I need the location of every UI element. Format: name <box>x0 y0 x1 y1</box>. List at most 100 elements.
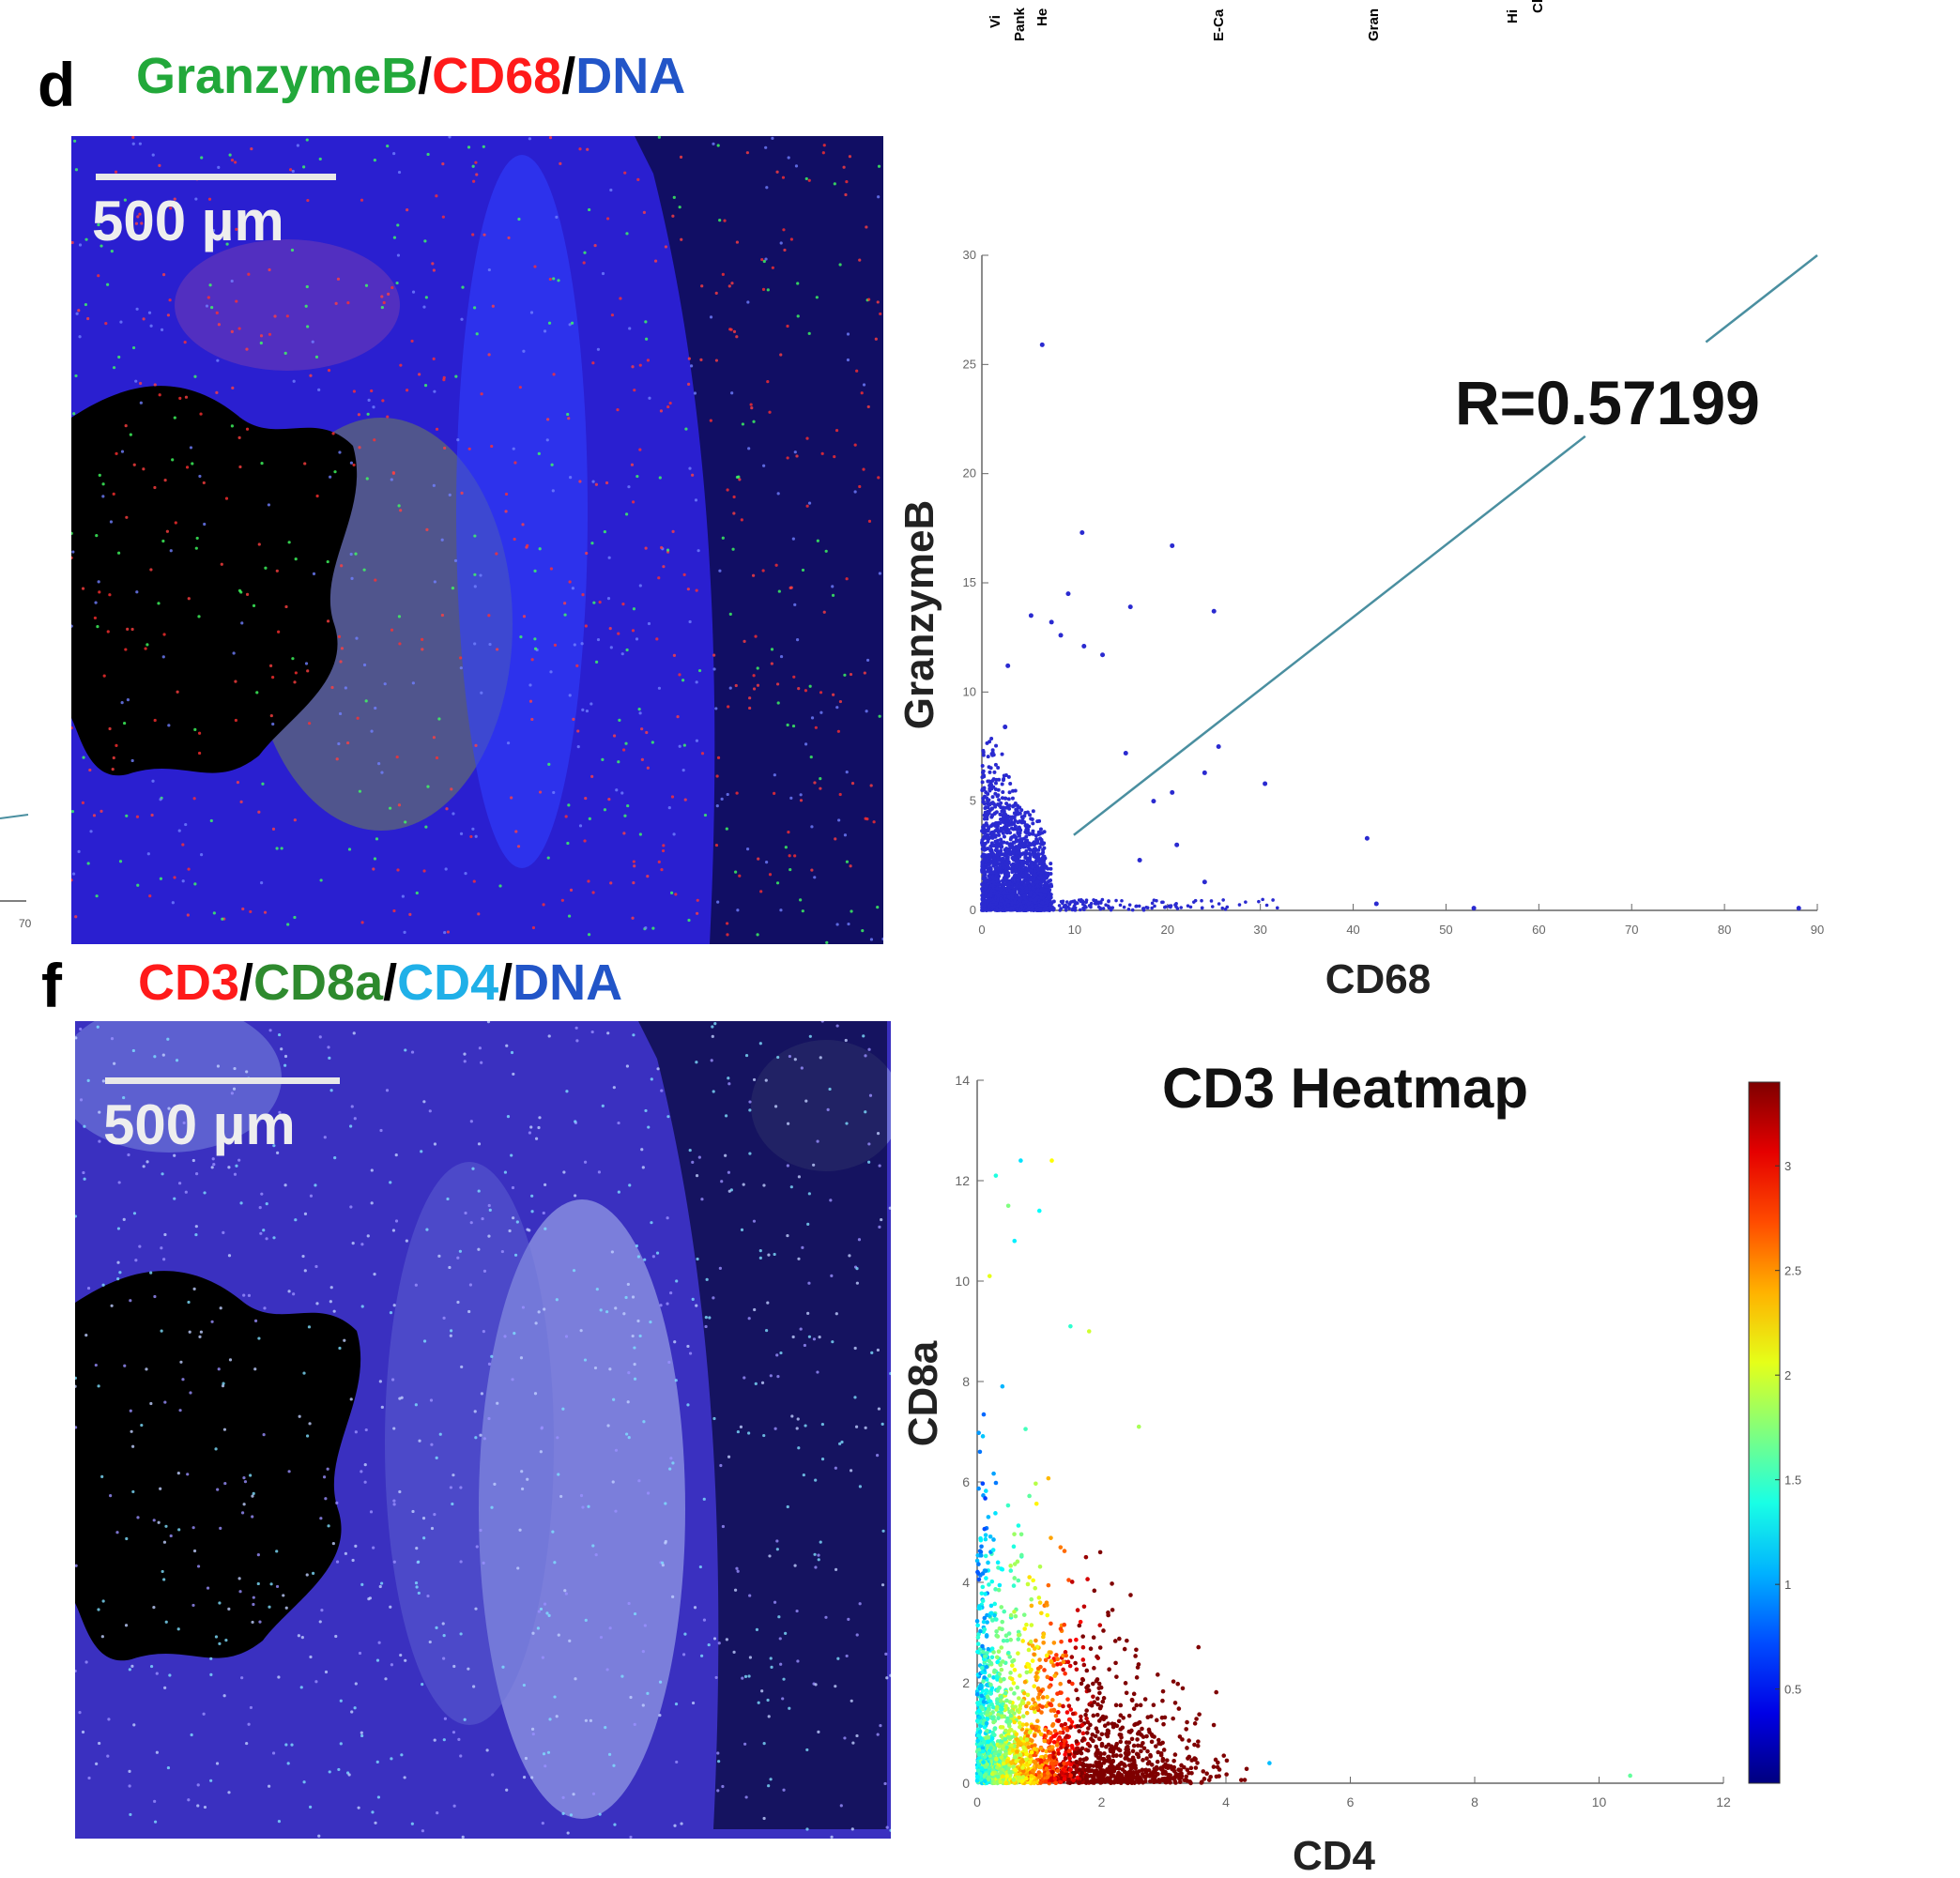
tissue-signal <box>290 248 295 252</box>
tissue-signal <box>638 711 642 715</box>
data-point <box>1013 904 1017 908</box>
tissue-signal <box>617 760 620 764</box>
data-point <box>1025 862 1030 866</box>
data-point <box>1041 902 1045 906</box>
x-tick-label: 6 <box>1347 1794 1355 1809</box>
tissue-signal <box>542 903 545 907</box>
tissue-signal <box>373 857 377 861</box>
data-point <box>1237 903 1242 907</box>
tissue-signal <box>150 813 154 817</box>
tissue-signal <box>732 511 736 515</box>
tissue-signal <box>374 706 377 710</box>
tissue-signal <box>194 197 198 201</box>
data-point <box>1150 901 1155 906</box>
data-point <box>1011 1681 1017 1686</box>
tissue-signal <box>786 456 789 460</box>
tissue-signal <box>630 463 635 466</box>
tissue-signal <box>691 473 695 477</box>
tissue-signal <box>862 383 866 387</box>
data-point <box>1137 904 1141 908</box>
tissue-signal <box>696 898 699 902</box>
data-point <box>982 844 987 848</box>
data-point <box>1039 342 1045 347</box>
tissue-signal <box>555 215 559 219</box>
tissue-signal <box>433 580 436 584</box>
data-point <box>1015 907 1019 911</box>
tissue-signal <box>392 151 396 156</box>
data-point <box>986 834 990 839</box>
tissue-signal <box>808 684 812 688</box>
tissue-signal <box>424 825 428 829</box>
x-tick-label: 10 <box>1068 923 1081 937</box>
data-point <box>993 823 998 828</box>
data-point <box>990 795 995 800</box>
tissue-signal <box>585 709 590 713</box>
data-point <box>1065 1697 1070 1702</box>
tissue-signal <box>793 603 797 606</box>
data-point <box>1034 833 1038 838</box>
x-tick-label: 30 <box>1253 923 1266 937</box>
tissue-signal <box>712 667 716 671</box>
tissue-signal <box>268 332 272 336</box>
tissue-signal <box>712 142 715 145</box>
tissue-signal <box>311 340 314 344</box>
tissue-signal <box>546 418 550 421</box>
data-point <box>986 827 990 832</box>
tissue-signal <box>474 834 478 838</box>
data-point <box>988 848 993 853</box>
data-point <box>991 777 996 782</box>
data-point <box>1021 1612 1027 1617</box>
data-point <box>988 844 993 848</box>
data-point <box>989 1579 995 1584</box>
x-axis-label: CD68 <box>1325 956 1432 1002</box>
data-point <box>1007 803 1012 808</box>
data-point <box>1261 897 1264 902</box>
tissue-signal <box>504 492 509 496</box>
tissue-signal <box>181 879 185 883</box>
data-point <box>990 884 995 889</box>
tissue-signal <box>847 922 850 926</box>
data-point <box>1122 905 1126 909</box>
data-point <box>1023 904 1028 908</box>
tissue-signal <box>745 151 749 155</box>
data-point <box>988 802 993 806</box>
title-part: DNA <box>513 954 623 1011</box>
data-point <box>986 755 990 759</box>
y-tick-label: 10 <box>963 684 976 698</box>
tissue-signal <box>211 228 216 233</box>
tissue-signal <box>132 463 136 466</box>
data-point <box>990 835 995 840</box>
data-point <box>983 814 988 818</box>
data-point <box>1002 865 1006 870</box>
tissue-signal <box>425 527 429 531</box>
data-point <box>1065 591 1071 597</box>
data-point <box>981 796 986 801</box>
data-point <box>1202 879 1207 885</box>
data-point <box>1796 906 1801 911</box>
data-point <box>1001 778 1005 783</box>
tissue-signal <box>153 383 157 387</box>
data-point <box>1099 1732 1105 1737</box>
tissue-dark-region <box>635 136 883 944</box>
data-point <box>1034 906 1039 910</box>
data-point <box>995 908 999 912</box>
x-tick-label: 20 <box>1161 923 1174 937</box>
data-point <box>1014 839 1018 844</box>
tissue-signal <box>490 444 494 449</box>
data-point <box>1008 1687 1014 1691</box>
tissue-signal <box>703 813 708 817</box>
data-point <box>1010 796 1015 801</box>
y-tick-label: 30 <box>963 248 976 262</box>
data-point <box>1112 1639 1118 1643</box>
data-point <box>1019 885 1024 890</box>
data-point <box>1005 898 1009 903</box>
tissue-signal <box>687 918 691 923</box>
data-point <box>987 1673 992 1678</box>
data-point <box>993 869 998 874</box>
tissue-signal <box>230 159 235 162</box>
data-point <box>1002 840 1006 845</box>
tissue-signal <box>834 837 837 841</box>
data-point <box>1000 827 1004 832</box>
data-point <box>990 813 995 817</box>
tissue-signal <box>112 366 116 370</box>
